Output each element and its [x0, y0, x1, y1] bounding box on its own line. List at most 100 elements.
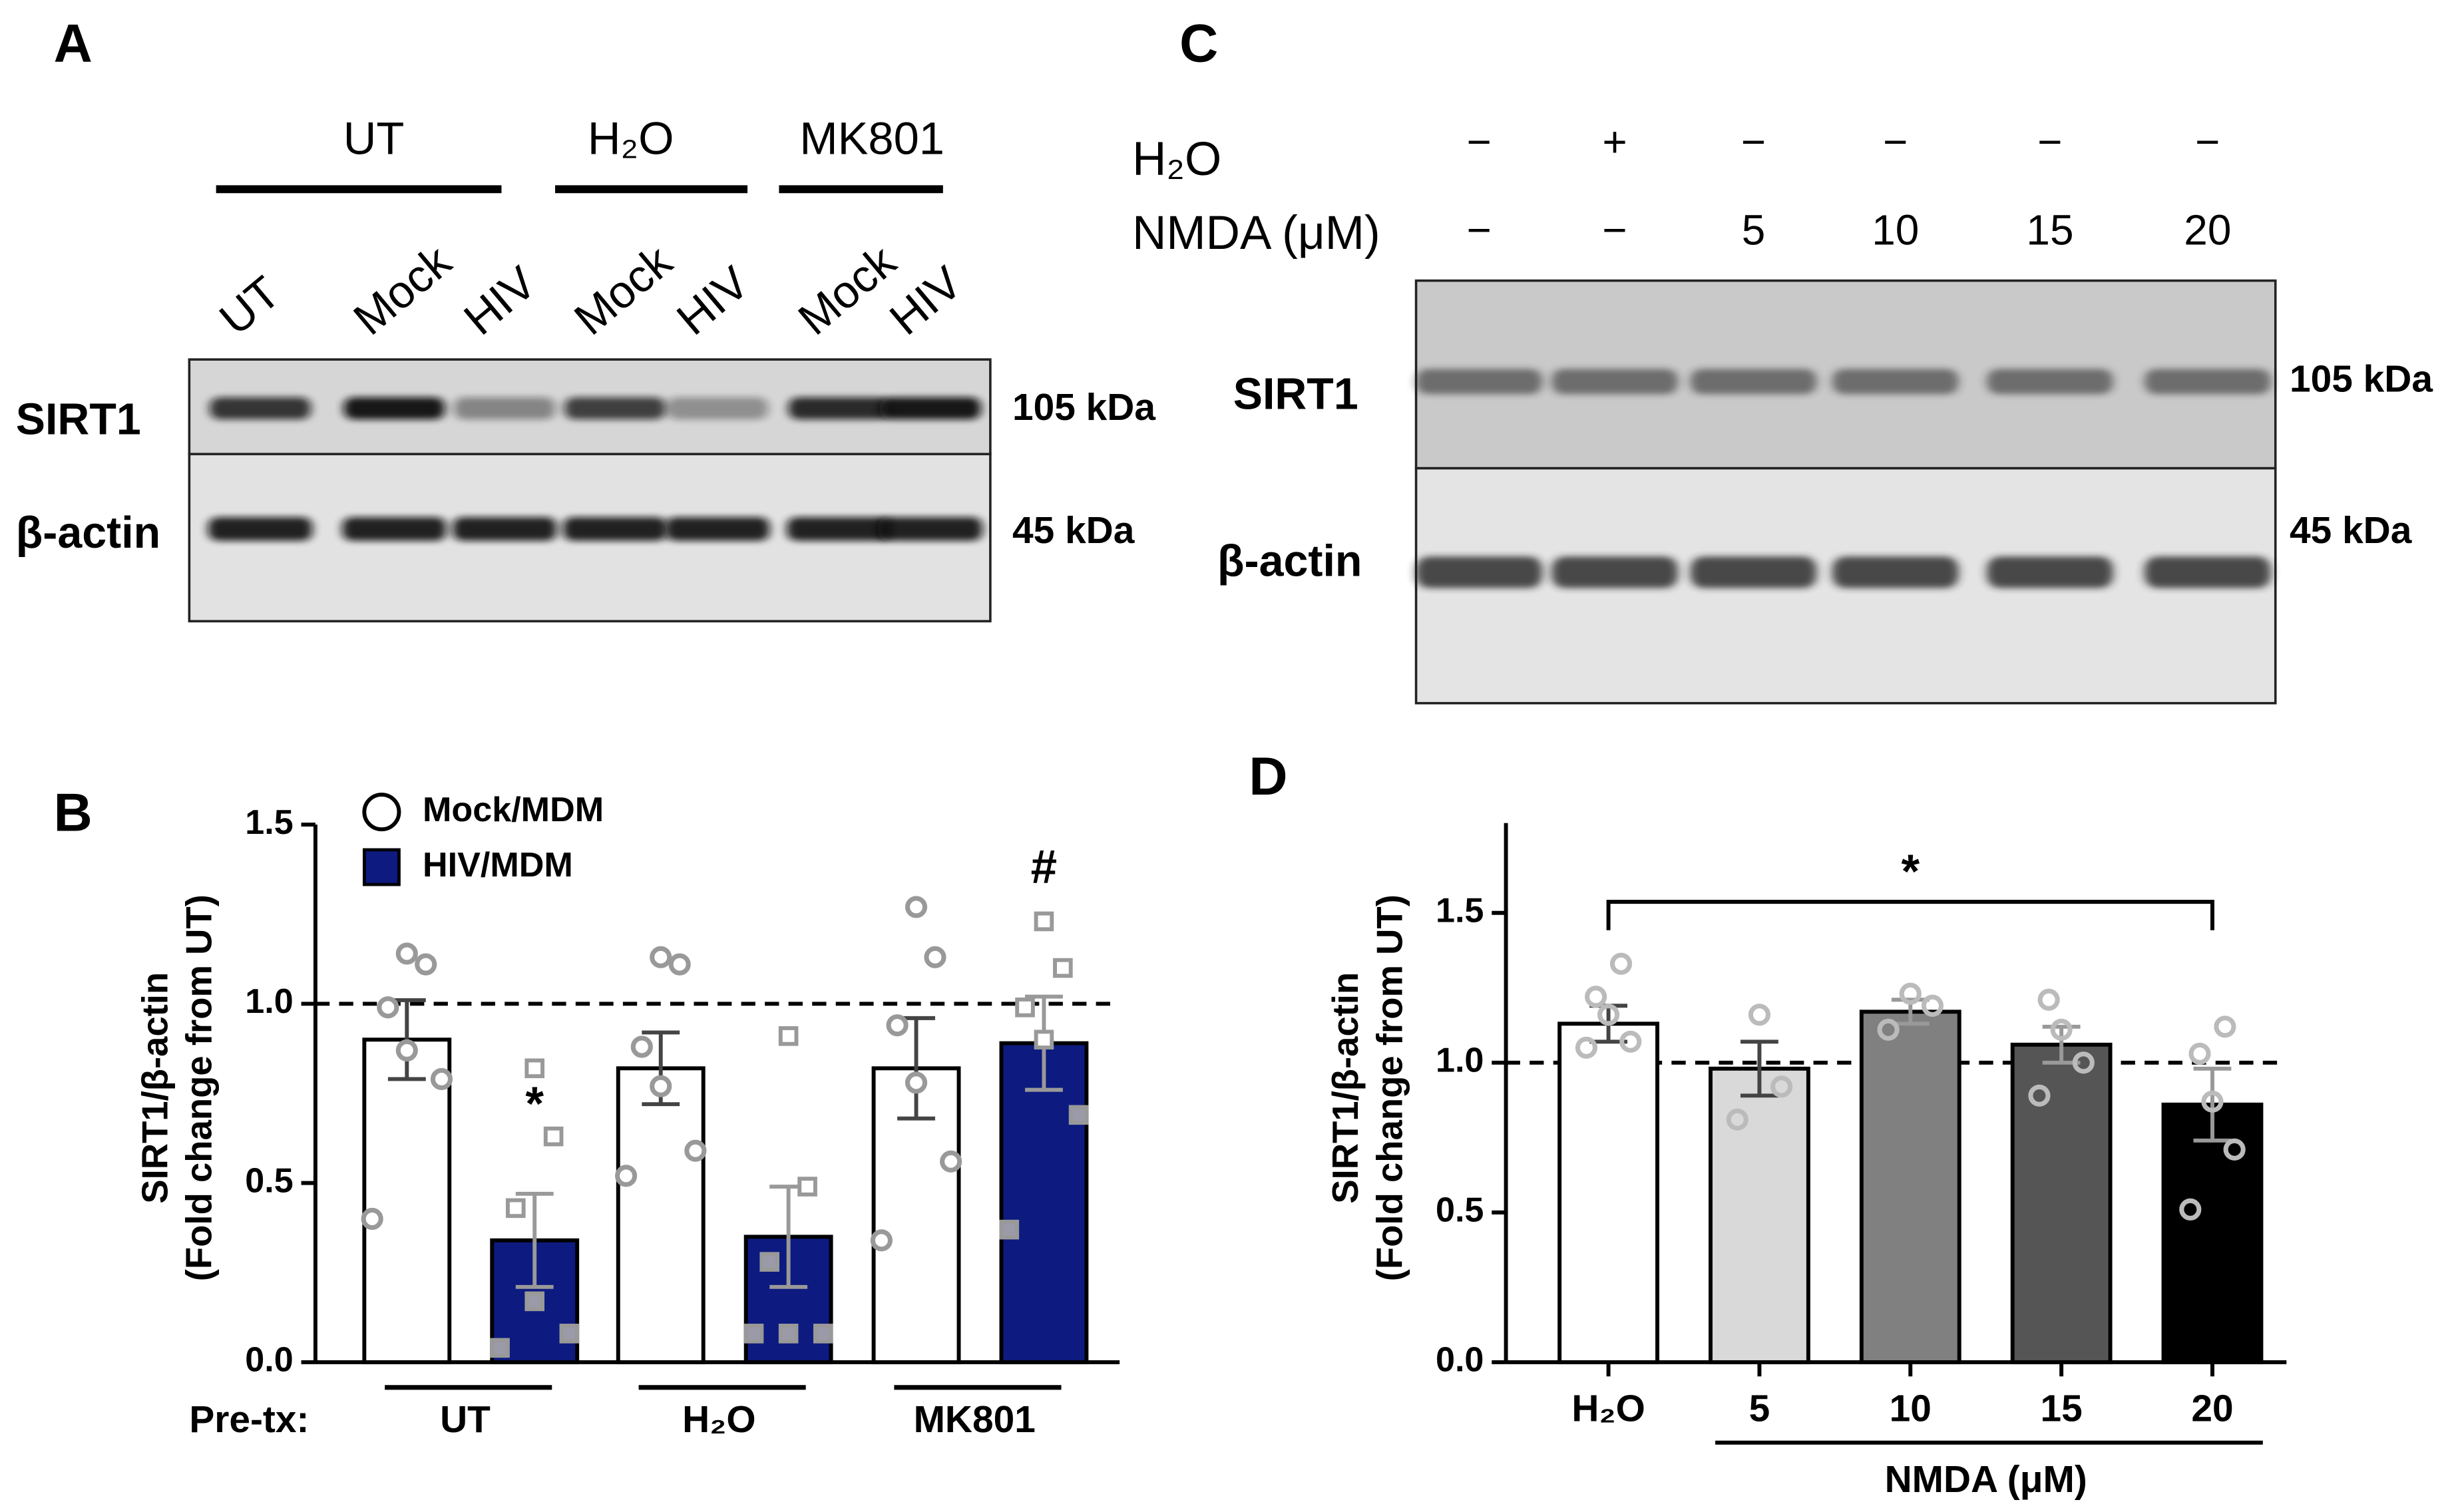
data-point: [870, 1229, 893, 1252]
data-point: [2179, 1198, 2202, 1221]
group-label: MK801: [799, 112, 944, 164]
group-label: UT: [343, 112, 405, 164]
bar: [999, 1041, 1089, 1364]
data-point: [2188, 1042, 2211, 1065]
band: [1551, 556, 1678, 588]
data-point: [630, 1036, 653, 1058]
data-point: [1575, 1036, 1598, 1059]
data-point: [650, 946, 672, 968]
bar: [2161, 1102, 2264, 1364]
data-point: [924, 946, 946, 968]
band: [1416, 556, 1543, 588]
y-tick-label: 1.0: [1436, 1041, 1484, 1080]
band: [1987, 369, 2113, 395]
data-point: [1899, 982, 1922, 1005]
y-tick-label: 1.5: [1436, 891, 1484, 930]
panel-label: D: [1249, 747, 1287, 807]
data-point: [543, 1126, 564, 1147]
data-point: [2201, 1090, 2224, 1113]
condition-value: −: [1602, 206, 1627, 254]
band: [880, 397, 981, 420]
band: [564, 397, 666, 420]
data-point: [1597, 1004, 1620, 1026]
condition-value: −: [2195, 118, 2220, 166]
data-point: [743, 1324, 764, 1344]
x-tick-label: MK801: [914, 1399, 1036, 1441]
data-point: [1015, 997, 1035, 1018]
data-point: [1585, 986, 1607, 1008]
panel-label: B: [54, 783, 93, 843]
condition-value: 5: [1742, 206, 1766, 254]
band: [1551, 369, 1678, 395]
y-axis-label: (Fold change from UT): [1369, 894, 1410, 1281]
data-point: [377, 996, 399, 1019]
data-point: [2050, 1018, 2073, 1041]
condition-value: +: [1602, 118, 1627, 166]
data-point: [778, 1026, 799, 1046]
legend-label: HIV/MDM: [423, 846, 573, 884]
legend-marker: [362, 793, 401, 832]
band: [210, 397, 311, 420]
data-point: [999, 1219, 1020, 1240]
panel-label: A: [54, 13, 93, 73]
lane-label: Mock: [564, 235, 682, 345]
row-label: SIRT1: [16, 395, 141, 444]
lane-label: Mock: [344, 235, 461, 345]
data-point: [1034, 1030, 1054, 1050]
band: [2145, 556, 2271, 588]
data-point: [797, 1177, 817, 1197]
condition-value: −: [1883, 118, 1908, 166]
row-label: β-actin: [16, 508, 160, 558]
band: [665, 517, 770, 541]
condition-label: H₂O: [1132, 133, 1221, 186]
significance-label: *: [1901, 846, 1920, 898]
size-label: 45 kDa: [1012, 510, 1135, 552]
data-point: [684, 1139, 707, 1162]
band: [878, 517, 983, 541]
data-point: [505, 1198, 526, 1219]
error-bar: [515, 1191, 554, 1289]
data-point: [905, 896, 928, 918]
lane-label: Mock: [789, 235, 906, 345]
size-label: 105 kDa: [1012, 387, 1155, 429]
data-point: [2037, 988, 2060, 1011]
data-point: [905, 1071, 928, 1094]
band: [453, 517, 557, 541]
band: [787, 517, 891, 541]
data-point: [490, 1338, 510, 1358]
lane-label: HIV: [667, 256, 758, 345]
band: [562, 517, 668, 541]
y-tick-label: 0.0: [245, 1341, 293, 1380]
bar: [1709, 1066, 1810, 1364]
data-point: [615, 1165, 638, 1187]
data-point: [2028, 1084, 2051, 1107]
annotation: #: [1031, 841, 1058, 894]
panel-label: C: [1179, 13, 1218, 73]
data-point: [2214, 1016, 2236, 1038]
data-point: [395, 1039, 418, 1061]
condition-value: 15: [2026, 206, 2073, 254]
bar: [1859, 1010, 1961, 1364]
data-point: [1921, 994, 1944, 1017]
x-tick-label: 5: [1749, 1388, 1770, 1429]
data-point: [1726, 1108, 1748, 1131]
condition-label: NMDA (μM): [1132, 207, 1380, 260]
x-tick-label: H₂O: [1571, 1388, 1645, 1429]
y-axis-label: (Fold change from UT): [179, 894, 220, 1281]
data-point: [1053, 958, 1073, 978]
legend-label: Mock/MDM: [423, 791, 604, 829]
y-tick-label: 0.5: [1436, 1191, 1484, 1230]
x-axis-label: NMDA (μM): [1885, 1459, 2087, 1501]
y-tick-label: 0.5: [245, 1161, 293, 1200]
error-bar: [1741, 1040, 1778, 1098]
condition-value: −: [1467, 118, 1492, 166]
band: [1832, 369, 1959, 395]
band: [667, 397, 768, 420]
condition-value: −: [2037, 118, 2062, 166]
data-point: [524, 1291, 545, 1312]
significance-bracket: [1606, 900, 2214, 930]
x-tick-label: 20: [2191, 1388, 2233, 1429]
condition-value: 10: [1872, 206, 1919, 254]
